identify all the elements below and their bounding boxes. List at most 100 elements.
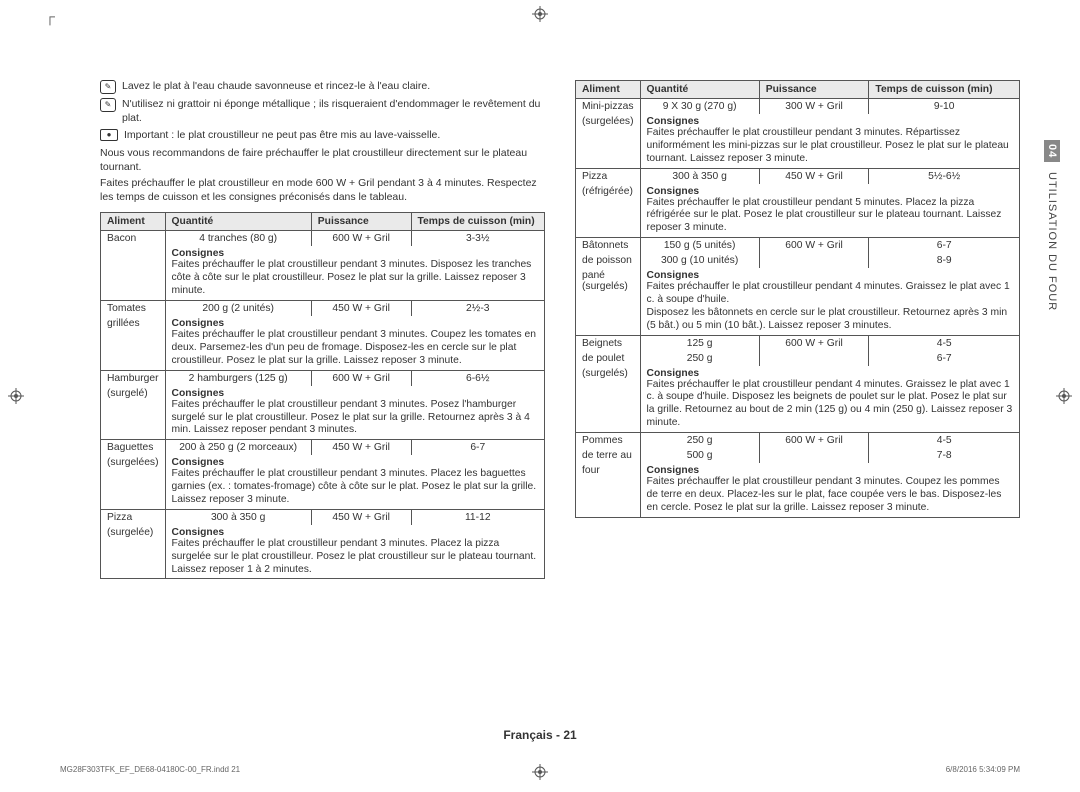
cell-consignes: Consignes Faites préchauffer le plat cro… <box>640 184 1019 238</box>
th-aliment: Aliment <box>576 81 641 99</box>
consignes-text: Faites préchauffer le plat croustilleur … <box>172 259 532 296</box>
cell-aliment: four <box>576 463 641 517</box>
cell-aliment: Bâtonnets <box>576 238 641 254</box>
consignes-text: Faites préchauffer le plat croustilleur … <box>647 197 1002 234</box>
cell-quantite: 200 à 250 g (2 morceaux) <box>165 440 311 456</box>
cell-quantite: 9 X 30 g (270 g) <box>640 99 759 115</box>
cell-quantite: 4 tranches (80 g) <box>165 231 311 247</box>
cell-aliment <box>101 246 166 300</box>
table-row-consignes: pané(surgelés) Consignes Faites préchauf… <box>576 268 1020 335</box>
cell-quantite: 2 hamburgers (125 g) <box>165 370 311 386</box>
th-temps: Temps de cuisson (min) <box>411 213 544 231</box>
table-row: Bâtonnets 150 g (5 unités) 600 W + Gril … <box>576 238 1020 254</box>
note-text: Lavez le plat à l'eau chaude savonneuse … <box>122 80 545 94</box>
consignes-label: Consignes <box>647 116 700 127</box>
th-temps: Temps de cuisson (min) <box>869 81 1020 99</box>
cell-aliment: Bacon <box>101 231 166 247</box>
cell-aliment: de terre au <box>576 448 641 463</box>
consignes-label: Consignes <box>647 186 700 197</box>
cell-temps: 6-6½ <box>411 370 544 386</box>
cell-consignes: Consignes Faites préchauffer le plat cro… <box>165 525 544 579</box>
consignes-text: Faites préchauffer le plat croustilleur … <box>172 329 536 366</box>
cell-puissance <box>759 351 869 366</box>
cell-puissance: 450 W + Gril <box>311 440 411 456</box>
table-row-consignes: (surgelé) Consignes Faites préchauffer l… <box>101 386 545 440</box>
important-line: ● Important : le plat croustilleur ne pe… <box>100 129 545 143</box>
cell-temps: 7-8 <box>869 448 1020 463</box>
cooking-table-right: Aliment Quantité Puissance Temps de cuis… <box>575 80 1020 518</box>
consignes-label: Consignes <box>172 527 225 538</box>
cell-quantite: 300 à 350 g <box>640 168 759 184</box>
cell-aliment: Hamburger <box>101 370 166 386</box>
note-text: N'utilisez ni grattoir ni éponge métalli… <box>122 98 545 125</box>
table-row-consignes: (surgelée) Consignes Faites préchauffer … <box>101 525 545 579</box>
consignes-label: Consignes <box>647 465 700 476</box>
note-icon: ✎ <box>100 98 116 112</box>
cell-aliment: Mini-pizzas <box>576 99 641 115</box>
table-row: de terre au 500 g 7-8 <box>576 448 1020 463</box>
cell-aliment: (surgelées) <box>101 455 166 509</box>
cell-temps: 6-7 <box>411 440 544 456</box>
cell-aliment: (réfrigérée) <box>576 184 641 238</box>
cell-quantite: 125 g <box>640 335 759 351</box>
cell-consignes: Consignes Faites préchauffer le plat cro… <box>640 268 1019 335</box>
table-row: Tomates 200 g (2 unités) 450 W + Gril 2½… <box>101 301 545 317</box>
print-file: MG28F303TFK_EF_DE68-04180C-00_FR.indd 21 <box>60 765 240 774</box>
table-row: Hamburger 2 hamburgers (125 g) 600 W + G… <box>101 370 545 386</box>
cell-aliment: Pommes <box>576 433 641 449</box>
consignes-label: Consignes <box>172 457 225 468</box>
table-row: Bacon 4 tranches (80 g) 600 W + Gril 3-3… <box>101 231 545 247</box>
cell-temps: 2½-3 <box>411 301 544 317</box>
table-row-consignes: (surgelées) Consignes Faites préchauffer… <box>101 455 545 509</box>
cell-consignes: Consignes Faites préchauffer le plat cro… <box>165 246 544 300</box>
cell-aliment: pané(surgelés) <box>576 268 641 335</box>
cell-puissance: 600 W + Gril <box>311 370 411 386</box>
consignes-label: Consignes <box>172 318 225 329</box>
cell-quantite: 300 à 350 g <box>165 509 311 525</box>
table-row: de poulet 250 g 6-7 <box>576 351 1020 366</box>
table-row: Beignets 125 g 600 W + Gril 4-5 <box>576 335 1020 351</box>
consignes-label: Consignes <box>172 248 225 259</box>
cell-temps: 4-5 <box>869 433 1020 449</box>
cell-puissance: 450 W + Gril <box>759 168 869 184</box>
th-puissance: Puissance <box>311 213 411 231</box>
consignes-text: Faites préchauffer le plat croustilleur … <box>647 127 1009 164</box>
cell-temps: 4-5 <box>869 335 1020 351</box>
cell-quantite: 200 g (2 unités) <box>165 301 311 317</box>
table-row-consignes: Consignes Faites préchauffer le plat cro… <box>101 246 545 300</box>
table-row: Pizza 300 à 350 g 450 W + Gril 11-12 <box>101 509 545 525</box>
table-row-consignes: grillées Consignes Faites préchauffer le… <box>101 316 545 370</box>
table-row-consignes: four Consignes Faites préchauffer le pla… <box>576 463 1020 517</box>
cell-puissance: 600 W + Gril <box>311 231 411 247</box>
cell-aliment: Pizza <box>576 168 641 184</box>
table-row: Pizza 300 à 350 g 450 W + Gril 5½-6½ <box>576 168 1020 184</box>
consignes-text: Faites préchauffer le plat croustilleur … <box>172 468 537 505</box>
cell-temps: 5½-6½ <box>869 168 1020 184</box>
cell-aliment: (surgelés) <box>576 366 641 433</box>
important-icon: ● <box>100 129 118 141</box>
cell-puissance: 450 W + Gril <box>311 301 411 317</box>
cell-puissance <box>759 253 869 268</box>
right-column: Aliment Quantité Puissance Temps de cuis… <box>575 80 1020 579</box>
cell-temps: 6-7 <box>869 351 1020 366</box>
cell-aliment: (surgelée) <box>101 525 166 579</box>
th-quantite: Quantité <box>640 81 759 99</box>
cell-aliment: grillées <box>101 316 166 370</box>
consignes-label: Consignes <box>647 368 700 379</box>
consignes-label: Consignes <box>172 388 225 399</box>
table-row: Mini-pizzas 9 X 30 g (270 g) 300 W + Gri… <box>576 99 1020 115</box>
cell-quantite: 250 g <box>640 433 759 449</box>
cell-quantite: 500 g <box>640 448 759 463</box>
table-row: de poisson 300 g (10 unités) 8-9 <box>576 253 1020 268</box>
print-footer: MG28F303TFK_EF_DE68-04180C-00_FR.indd 21… <box>60 765 1020 774</box>
note-line: ✎ Lavez le plat à l'eau chaude savonneus… <box>100 80 545 94</box>
cell-aliment: (surgelé) <box>101 386 166 440</box>
th-puissance: Puissance <box>759 81 869 99</box>
left-column: ✎ Lavez le plat à l'eau chaude savonneus… <box>100 80 545 579</box>
cell-puissance <box>759 448 869 463</box>
cell-puissance: 600 W + Gril <box>759 335 869 351</box>
cooking-table-left: Aliment Quantité Puissance Temps de cuis… <box>100 212 545 579</box>
cell-aliment: Pizza <box>101 509 166 525</box>
note-line: ✎ N'utilisez ni grattoir ni éponge métal… <box>100 98 545 125</box>
cell-quantite: 300 g (10 unités) <box>640 253 759 268</box>
